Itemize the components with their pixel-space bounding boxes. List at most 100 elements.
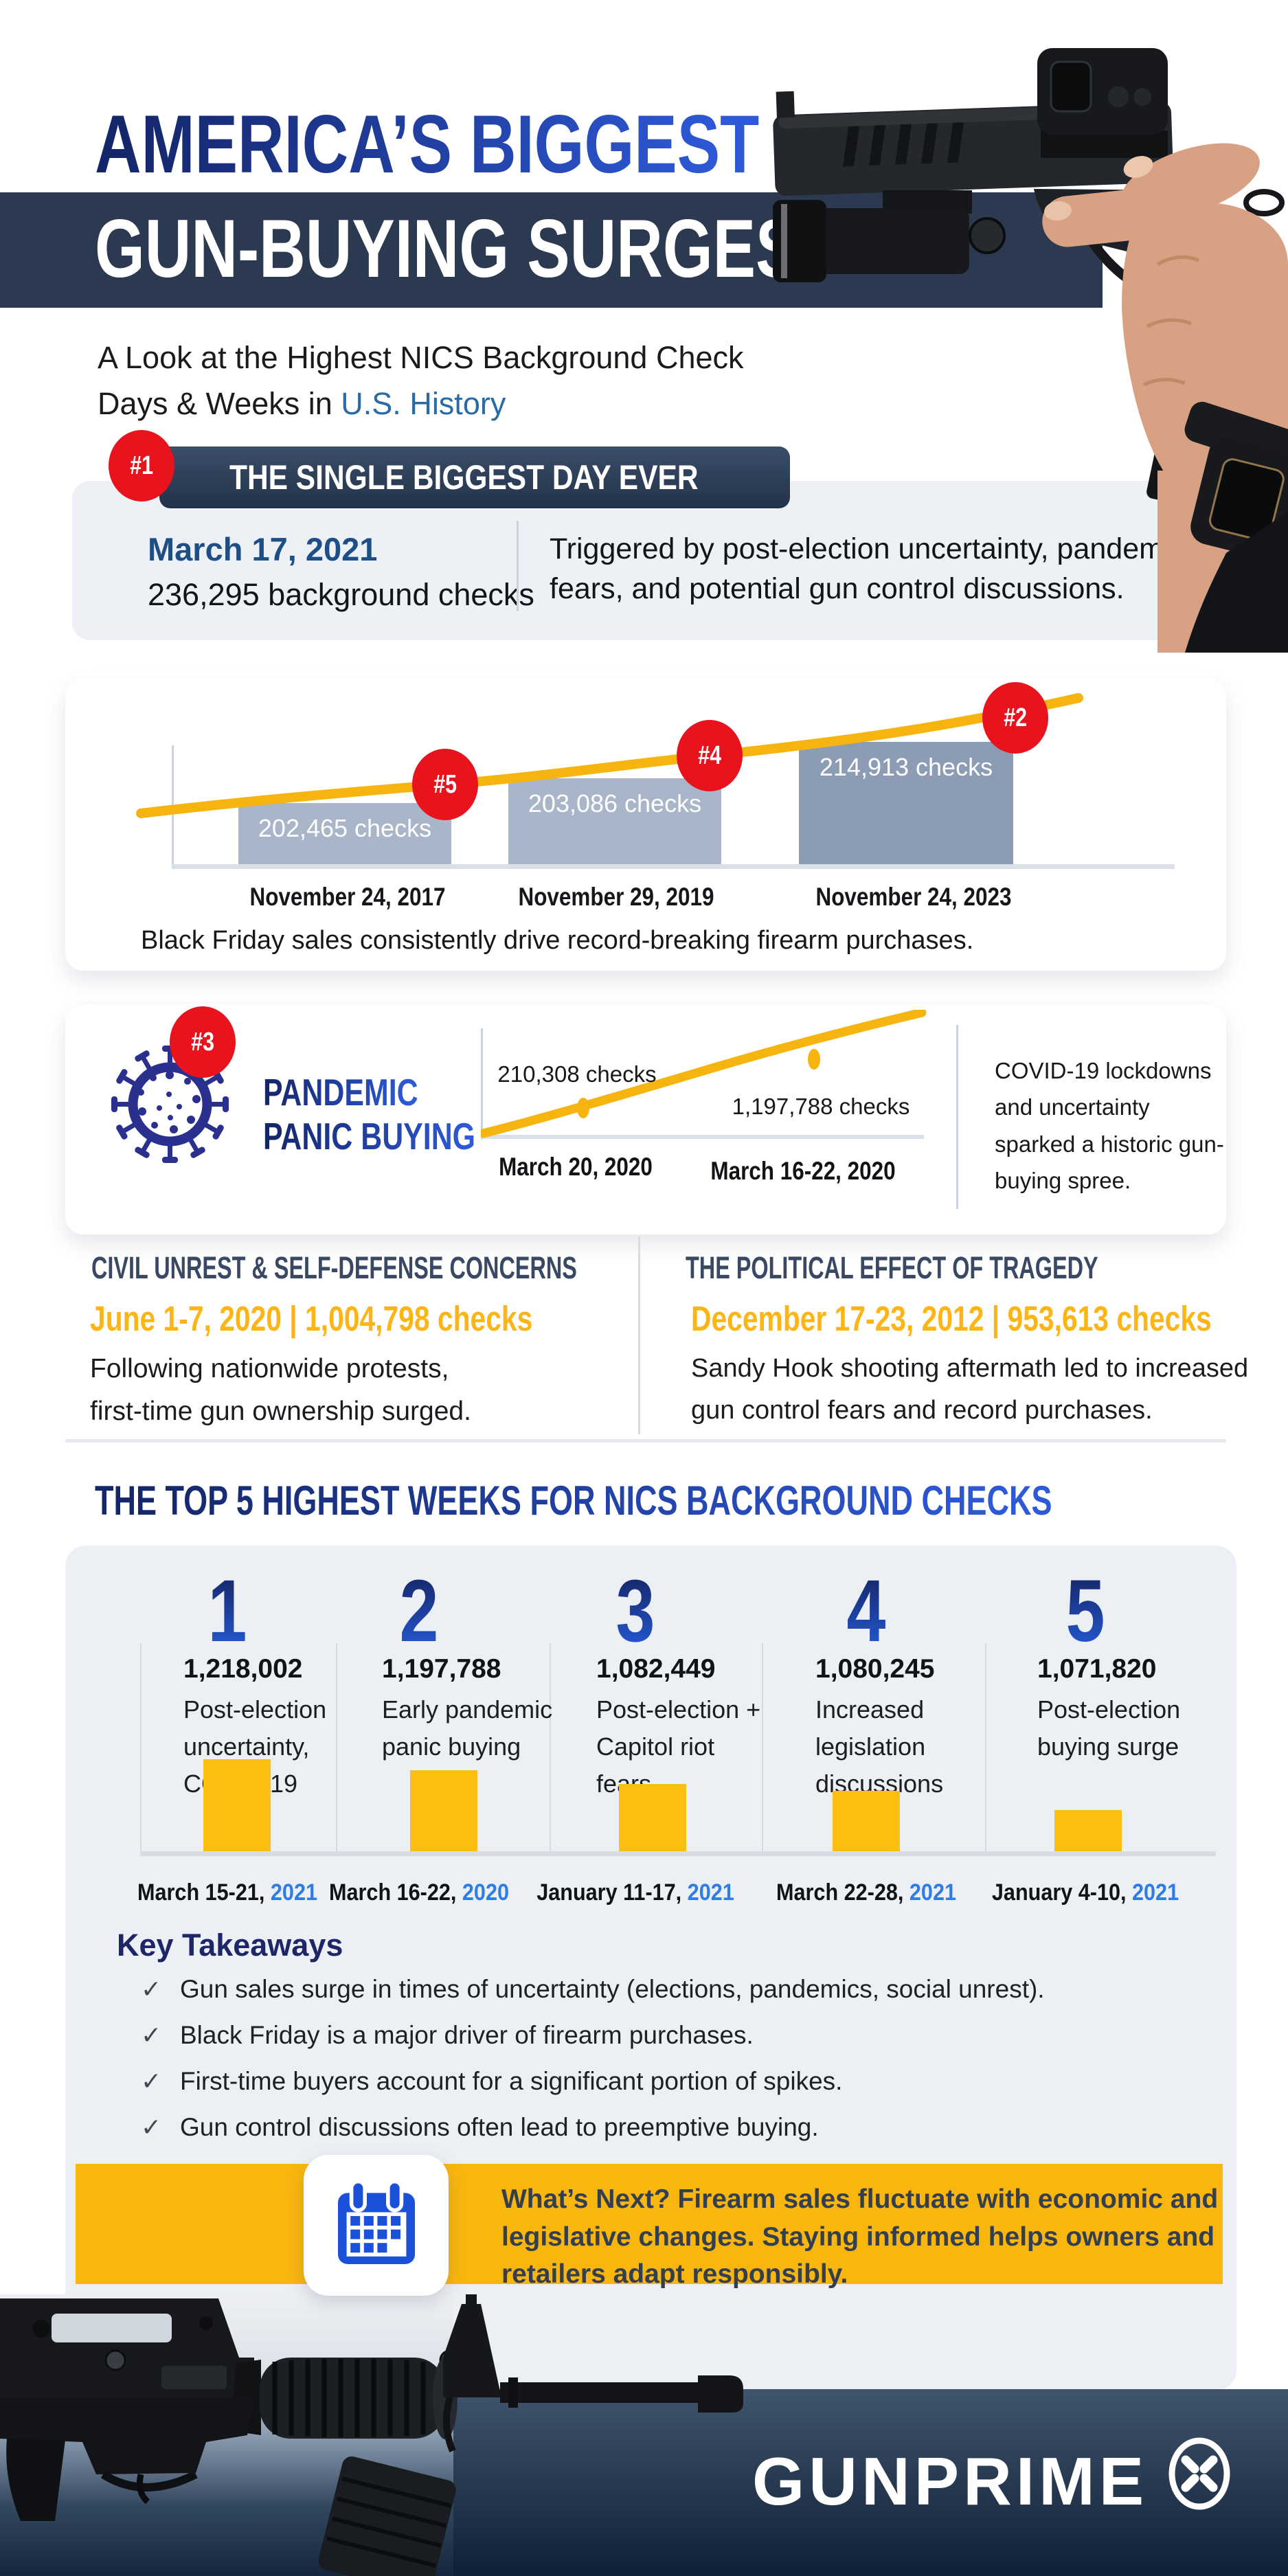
whats-next-banner (76, 2164, 1223, 2284)
pan-divider (956, 1025, 958, 1209)
front-sight (776, 91, 795, 118)
top5-date-4: March 22-28, 2021 (766, 1879, 966, 1906)
top5-value-3: 1,082,449 (596, 1654, 716, 1684)
takeaway-item-3: First-time buyers account for a signific… (180, 2067, 843, 2095)
top5-bar-4 (833, 1791, 900, 1851)
check-icon: ✓ (141, 2021, 162, 2049)
top5-date-4-year: 2021 (909, 1879, 956, 1906)
top5-col-divider-3 (550, 1643, 551, 1851)
top5-desc-4: Increased legislation discussions (815, 1695, 944, 1798)
tragedy-description: Sandy Hook shooting aftermath led to inc… (691, 1354, 1249, 1425)
pandemic-title: PANDEMIC PANIC BUYING (263, 1070, 535, 1158)
rank-number-5: 5 (1061, 1568, 1109, 1656)
rank-number-1-text: 1 (207, 1562, 247, 1660)
rear-loop (1243, 189, 1285, 216)
civil-unrest-heading-text: CIVIL UNREST & SELF-DEFENSE CONCERNS (91, 1250, 577, 1285)
top5-bar-3 (619, 1784, 686, 1851)
bf-date-2019-text: November 29, 2019 (518, 883, 714, 911)
bf-date-2023-text: November 24, 2023 (815, 883, 1012, 911)
rank-3-badge: #3 (170, 1006, 236, 1078)
title-text-2: GUN-BUYING SURGES (95, 203, 799, 295)
top5-date-2-year: 2020 (462, 1879, 509, 1906)
subtitle-prefix: Days & Weeks in (98, 386, 341, 421)
pan-point1-date: March 20, 2020 (485, 1153, 666, 1182)
rank-number-4: 4 (841, 1568, 890, 1656)
bf-date-2017: November 24, 2017 (232, 883, 462, 912)
rank-1-badge-label: #1 (130, 451, 153, 480)
top5-date-3-prefix: January 11-17, (536, 1879, 688, 1906)
pan-y-axis (481, 1028, 483, 1140)
top5-col-divider-5 (985, 1643, 986, 1851)
rank-4-badge: #4 (677, 720, 743, 791)
pandemic-card (65, 1004, 1226, 1234)
top5-date-5: January 4-10, 2021 (982, 1879, 1189, 1906)
top5-bar-5 (1054, 1810, 1122, 1851)
bf-baseline (172, 864, 1175, 869)
top5-date-1-year: 2021 (270, 1879, 317, 1906)
check-icon: ✓ (141, 2067, 162, 2095)
top5-date-2-prefix: March 16-22, (329, 1879, 462, 1906)
subtitle-line1: A Look at the Highest NICS Background Ch… (98, 340, 744, 375)
pan-point2-value: 1,197,788 checks (732, 1094, 910, 1119)
tragedy-stat-text: December 17-23, 2012 | 953,613 checks (691, 1299, 1212, 1338)
top5-bar-1 (203, 1759, 271, 1851)
top5-date-4-prefix: March 22-28, (776, 1879, 909, 1906)
bf-bar-2017-value: 202,465 checks (258, 814, 432, 842)
rank-number-5-text: 5 (1065, 1562, 1105, 1660)
page-title-line2: GUN-BUYING SURGES (95, 207, 997, 290)
subtitle-highlight: U.S. History (341, 386, 506, 421)
bf-bar-2023: 214,913 checks (799, 742, 1013, 864)
footer-brand: GUNPRIME (752, 2443, 1149, 2519)
top5-col-divider-2 (336, 1643, 337, 1851)
rank-number-2-text: 2 (399, 1562, 439, 1660)
pan-point1-value: 210,308 checks (497, 1061, 657, 1087)
bf-date-2017-text: November 24, 2017 (249, 883, 446, 911)
pandemic-title-line2: PANIC BUYING (263, 1115, 476, 1157)
brand-logo-icon (1168, 2437, 1230, 2510)
pan-point2-date-text: March 16-22, 2020 (710, 1157, 896, 1185)
top5-value-5: 1,071,820 (1037, 1654, 1157, 1684)
tragedy-heading-text: THE POLITICAL EFFECT OF TRAGEDY (686, 1250, 1098, 1285)
takeaway-item-4: Gun control discussions often lead to pr… (180, 2113, 819, 2141)
rank-number-3-text: 3 (615, 1562, 655, 1660)
civil-unrest-stat: June 1-7, 2020 | 1,004,798 checks (90, 1298, 643, 1339)
pistol-photo-illustration (773, 48, 1288, 653)
top5-date-1: March 15-21, 2021 (127, 1879, 327, 1906)
rank-number-2: 2 (394, 1568, 443, 1656)
pan-point2-date: March 16-22, 2020 (694, 1157, 912, 1186)
rank-5-badge-label: #5 (433, 769, 457, 799)
rifle-illustration (0, 2294, 743, 2576)
top5-bar-2 (410, 1770, 477, 1851)
record-date: March 17, 2021 (148, 531, 378, 567)
title-text-1: AMERICA’S BIGGEST (95, 98, 760, 190)
bf-bar-2017: 202,465 checks (238, 803, 451, 864)
bf-bar-2019: 203,086 checks (508, 778, 721, 864)
bf-date-2023: November 24, 2023 (798, 883, 1028, 912)
pan-trend-line (481, 1010, 927, 1138)
subtitle-line2: Days & Weeks in U.S. History (98, 386, 506, 422)
top5-heading: THE TOP 5 HIGHEST WEEKS FOR NICS BACKGRO… (95, 1477, 1288, 1524)
check-icon: ✓ (141, 2113, 162, 2141)
rank-1-badge: #1 (109, 430, 174, 501)
top5-date-1-prefix: March 15-21, (137, 1879, 271, 1906)
single-biggest-day-pill: THE SINGLE BIGGEST DAY EVER (159, 447, 790, 508)
rank-number-3: 3 (611, 1568, 659, 1656)
top5-value-2: 1,197,788 (382, 1654, 501, 1684)
whats-next-text: What’s Next? Firearm sales fluctuate wit… (501, 2184, 1219, 2290)
card-divider (517, 521, 519, 611)
check-icon: ✓ (141, 1975, 162, 2003)
bf-bar-2023-value: 214,913 checks (819, 753, 993, 781)
tragedy-stat: December 17-23, 2012 | 953,613 checks (691, 1298, 1288, 1339)
top5-date-5-year: 2021 (1132, 1879, 1179, 1906)
single-biggest-day-label: THE SINGLE BIGGEST DAY EVER (229, 458, 699, 497)
civil-unrest-description: Following nationwide protests, first-tim… (90, 1354, 471, 1426)
record-value: 236,295 background checks (148, 577, 534, 612)
top5-date-3: January 11-17, 2021 (526, 1879, 745, 1906)
rank-3-badge-label: #3 (191, 1027, 214, 1057)
top5-value-1: 1,218,002 (183, 1654, 303, 1684)
top5-date-3-year: 2021 (687, 1879, 734, 1906)
pan-point1-date-text: March 20, 2020 (499, 1153, 653, 1181)
bf-date-2019: November 29, 2019 (501, 883, 731, 912)
rank-5-badge: #5 (412, 749, 478, 820)
